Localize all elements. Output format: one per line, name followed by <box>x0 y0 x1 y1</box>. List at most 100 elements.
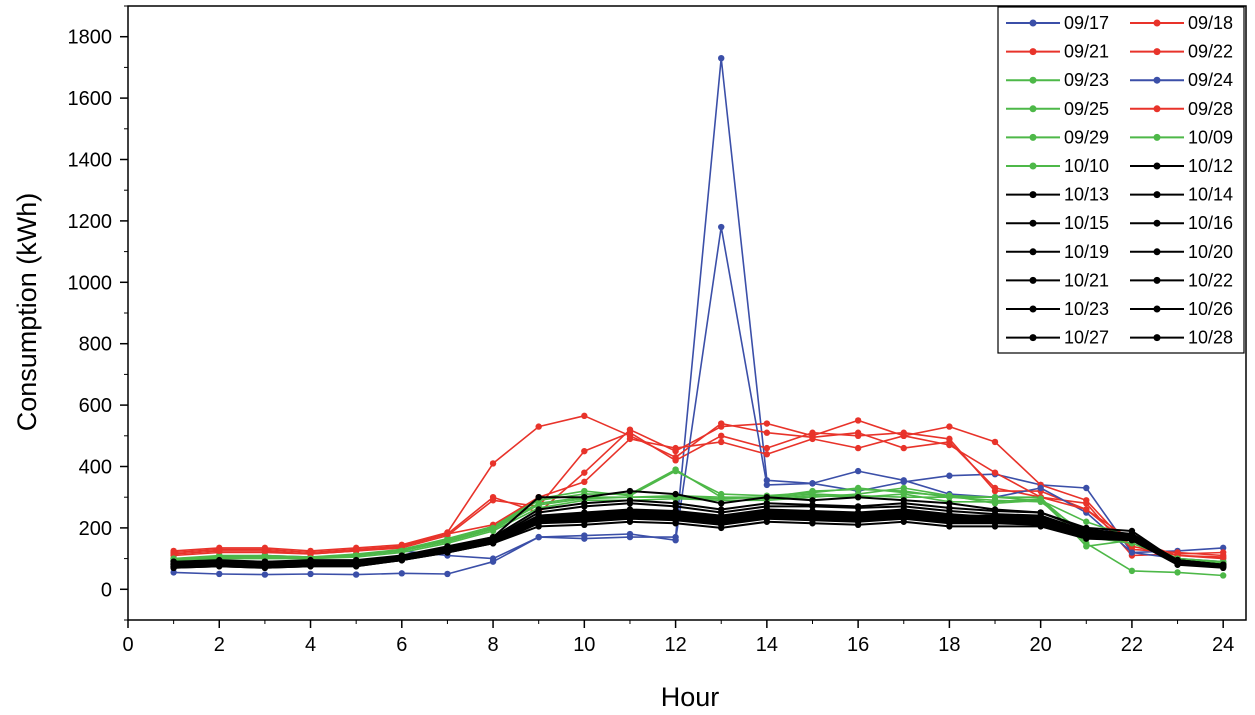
data-point <box>718 54 725 62</box>
legend-swatch-marker <box>1153 133 1161 141</box>
legend-item: 10/15 <box>1006 213 1109 233</box>
legend-label: 10/10 <box>1064 156 1109 176</box>
data-point <box>809 501 816 509</box>
data-point <box>854 432 862 439</box>
data-point <box>489 460 497 467</box>
y-axis-title: Consumption (kWh) <box>12 193 42 432</box>
data-point <box>489 497 497 504</box>
data-point <box>170 561 177 568</box>
data-point <box>809 510 816 518</box>
series-line <box>173 520 1224 569</box>
data-point <box>535 515 542 522</box>
x-tick-label: 2 <box>214 634 225 656</box>
legend-item: 09/23 <box>1006 70 1109 90</box>
legend-swatch-marker <box>1153 276 1161 284</box>
data-point <box>991 515 999 522</box>
legend-swatch-marker <box>1153 191 1161 199</box>
legend-item: 10/27 <box>1006 328 1109 348</box>
data-point <box>1219 561 1227 568</box>
y-tick-label: 1400 <box>68 150 113 172</box>
legend-item: 10/22 <box>1130 270 1233 290</box>
data-point <box>672 495 679 502</box>
data-point <box>718 500 725 507</box>
legend-label: 10/20 <box>1188 242 1233 262</box>
data-point <box>216 560 223 567</box>
data-point <box>535 523 542 530</box>
data-point <box>763 494 771 501</box>
data-point <box>1219 549 1227 556</box>
data-point <box>809 429 816 436</box>
x-tick-label: 0 <box>122 634 133 656</box>
legend-swatch-marker <box>1029 334 1037 342</box>
data-point <box>170 569 177 576</box>
legend-swatch-marker <box>1029 105 1037 113</box>
x-tick-label: 6 <box>396 634 407 656</box>
x-tick-label: 22 <box>1121 634 1143 656</box>
data-point <box>398 555 405 562</box>
legend-item: 09/18 <box>1130 13 1233 33</box>
data-point <box>307 560 314 567</box>
legend-label: 09/28 <box>1188 99 1233 119</box>
legend-swatch-marker <box>1029 248 1037 256</box>
legend-item: 10/14 <box>1130 185 1233 205</box>
data-point <box>763 509 771 516</box>
legend-label: 10/28 <box>1188 328 1233 348</box>
data-point <box>763 429 771 436</box>
data-point <box>946 472 953 479</box>
data-point <box>672 457 679 464</box>
data-point <box>900 444 907 452</box>
data-point <box>1128 549 1136 556</box>
legend-label: 09/18 <box>1188 13 1233 33</box>
data-point <box>672 520 679 527</box>
data-point <box>1083 500 1090 507</box>
data-point <box>672 510 679 518</box>
x-tick-label: 14 <box>756 634 778 656</box>
data-point <box>763 518 771 525</box>
legend-box <box>997 6 1245 354</box>
legend-swatch-marker <box>1029 162 1037 170</box>
legend-label: 09/29 <box>1064 127 1109 147</box>
legend-label: 10/23 <box>1064 299 1109 319</box>
legend-item: 10/12 <box>1130 156 1233 176</box>
legend-item: 10/13 <box>1006 185 1109 205</box>
data-point <box>581 494 588 501</box>
legend-item: 09/28 <box>1130 99 1233 119</box>
series-line <box>173 414 1224 557</box>
legend-item: 10/19 <box>1006 242 1109 262</box>
data-point <box>946 500 953 507</box>
data-point <box>1219 544 1227 552</box>
data-point <box>672 467 679 475</box>
data-point <box>991 487 999 495</box>
data-point <box>444 546 451 553</box>
data-point <box>581 478 588 486</box>
legend-label: 10/16 <box>1188 213 1233 233</box>
data-point <box>581 512 588 519</box>
series-lines <box>170 54 1227 579</box>
data-point <box>307 550 314 558</box>
data-point <box>581 500 588 507</box>
data-point <box>626 435 634 443</box>
data-point <box>946 492 953 499</box>
legend-item: 09/24 <box>1130 70 1233 90</box>
data-point <box>1219 572 1227 579</box>
data-point <box>489 527 497 535</box>
data-point <box>763 500 771 507</box>
legend-swatch-marker <box>1029 219 1037 227</box>
legend-swatch-marker <box>1153 219 1161 227</box>
x-tick-label: 24 <box>1212 634 1234 656</box>
axes: 0 2 4 6 8 10 12 14 16 18 20 22 240200400600800100012… <box>68 5 1247 656</box>
data-point <box>1174 569 1181 576</box>
legend-swatch-marker <box>1153 48 1161 56</box>
data-point <box>718 438 725 446</box>
data-point <box>1037 497 1044 504</box>
data-point <box>626 509 634 516</box>
data-point <box>626 530 634 538</box>
legend-item: 10/26 <box>1130 299 1233 319</box>
legend-swatch-marker <box>1029 276 1037 284</box>
y-tick-label: 0 <box>101 579 112 601</box>
data-point <box>809 480 816 487</box>
data-point <box>626 497 634 504</box>
data-point <box>809 520 816 527</box>
data-point <box>900 477 907 484</box>
